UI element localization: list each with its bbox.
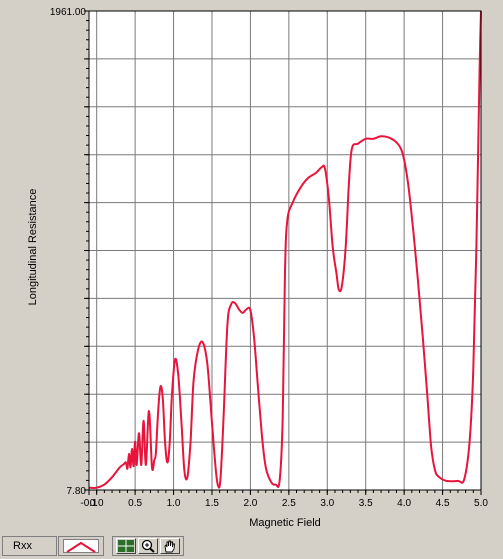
- y-axis-title: Longitudinal Resistance: [27, 189, 39, 306]
- legend-plot-style[interactable]: [58, 536, 104, 556]
- y-tick-label: 7.80: [67, 486, 87, 497]
- legend-series-label: Rxx: [13, 540, 32, 552]
- x-tick-label: -0.1: [80, 498, 98, 509]
- x-tick-labels: -0.10.0 0.5 1.0 1.5 2.0 2.5 3.0 3.5 4.0 4.5 5.0: [80, 498, 488, 509]
- x-axis-title: Magnetic Field: [249, 517, 321, 529]
- legend-bar: Rxx: [0, 533, 503, 559]
- x-tick-label: 3.5: [359, 498, 373, 509]
- graph-panel: -0.1 0.0 0.5 1.0 1.5 2.0 2.5 3.0 3.5 4.0 4.5 5.0 7.…: [0, 0, 503, 533]
- x-tick-label: 4.5: [436, 498, 450, 509]
- zoom-magnifier-icon[interactable]: [138, 538, 158, 554]
- x-tick-label: 2.0: [243, 498, 257, 509]
- rxx-chart[interactable]: -0.10.0 0.5 1.0 1.5 2.0 2.5 3.0 3.5 4.0 4.5 5.0 7.…: [0, 0, 503, 533]
- x-tick-label: 0.0: [90, 498, 104, 509]
- x-tick-label: 3.0: [320, 498, 334, 509]
- x-tick-label: 1.5: [205, 498, 219, 509]
- series-rxx-line: [88, 11, 482, 489]
- y-tick-labels: 7.80 1961.00: [50, 7, 87, 497]
- legend-plot-name[interactable]: Rxx: [2, 536, 57, 556]
- x-tick-label: 0.5: [128, 498, 142, 509]
- x-tick-label: 2.5: [282, 498, 296, 509]
- crosshair-cursor-icon[interactable]: [116, 538, 136, 554]
- legend-line-swatch: [63, 539, 99, 553]
- plot-frame: [88, 10, 482, 491]
- x-tick-label: 4.0: [397, 498, 411, 509]
- y-tick-label: 1961.00: [50, 7, 87, 18]
- graph-tool-palette: [112, 536, 184, 556]
- x-tick-label: 5.0: [474, 498, 488, 509]
- x-tick-label: 1.0: [167, 498, 181, 509]
- pan-hand-icon[interactable]: [160, 538, 180, 554]
